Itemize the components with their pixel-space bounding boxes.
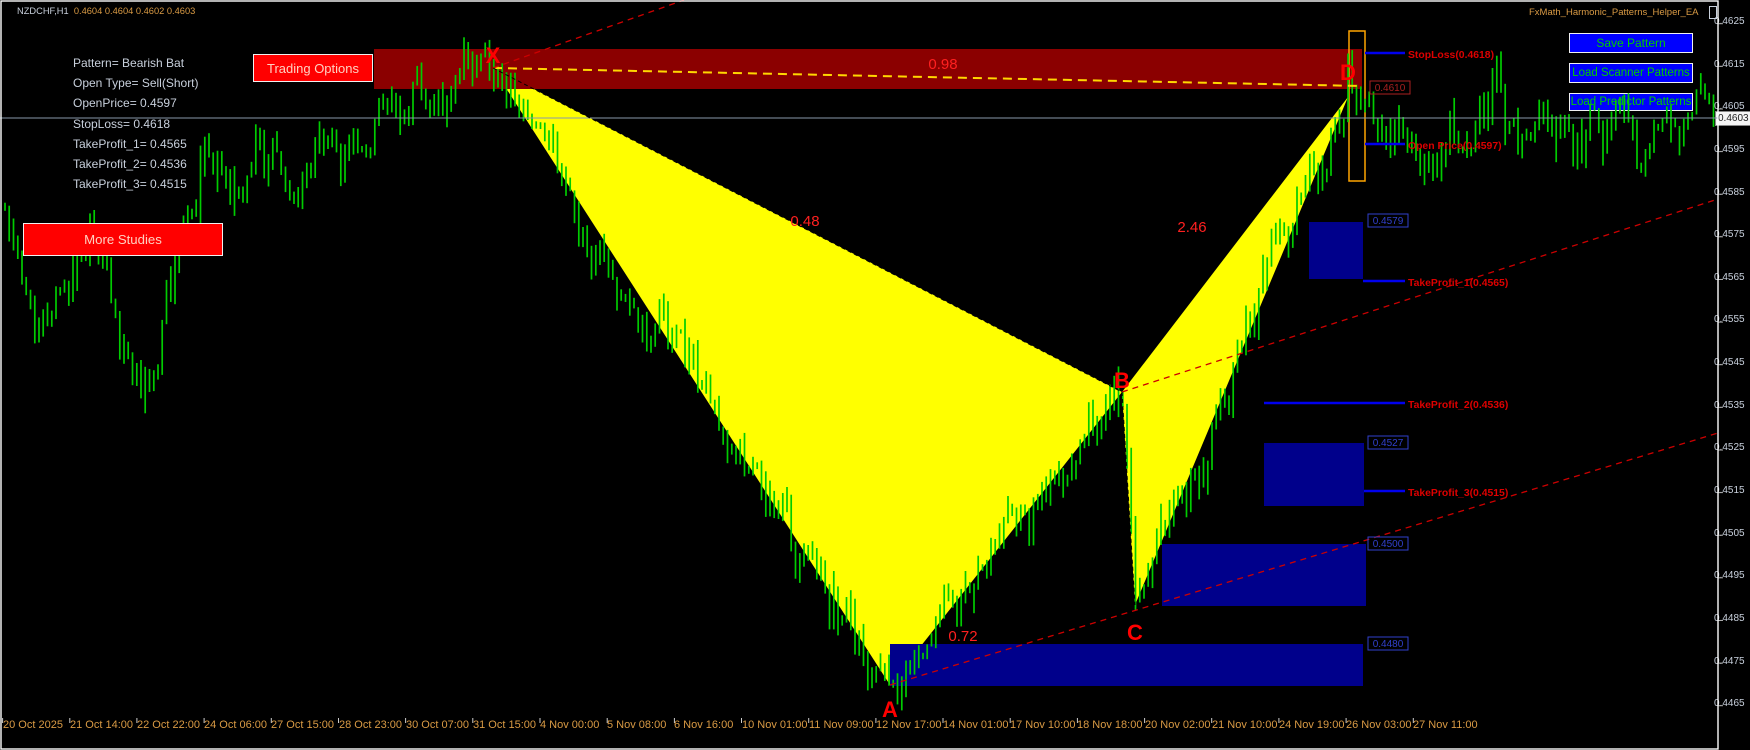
svg-text:0.4579: 0.4579 <box>1373 216 1404 227</box>
svg-text:0.48: 0.48 <box>790 213 819 230</box>
svg-text:C: C <box>1127 620 1143 645</box>
svg-text:X: X <box>486 43 501 68</box>
svg-text:Open Price(0.4597): Open Price(0.4597) <box>1408 141 1502 152</box>
svg-text:TakeProfit_2(0.4536): TakeProfit_2(0.4536) <box>1408 400 1508 411</box>
svg-text:0.4500: 0.4500 <box>1373 539 1404 550</box>
svg-text:0.98: 0.98 <box>928 56 957 73</box>
svg-text:D: D <box>1340 60 1356 85</box>
svg-text:TakeProfit_1(0.4565): TakeProfit_1(0.4565) <box>1408 278 1508 289</box>
svg-text:B: B <box>1114 368 1130 393</box>
svg-text:0.4480: 0.4480 <box>1373 639 1404 650</box>
svg-text:0.4610: 0.4610 <box>1375 83 1406 94</box>
svg-text:0.72: 0.72 <box>948 628 977 645</box>
svg-text:A: A <box>882 697 898 722</box>
svg-text:0.4527: 0.4527 <box>1373 438 1404 449</box>
svg-text:TakeProfit_3(0.4515): TakeProfit_3(0.4515) <box>1408 488 1508 499</box>
svg-text:2.46: 2.46 <box>1177 219 1206 236</box>
svg-text:StopLoss(0.4618): StopLoss(0.4618) <box>1408 50 1494 61</box>
